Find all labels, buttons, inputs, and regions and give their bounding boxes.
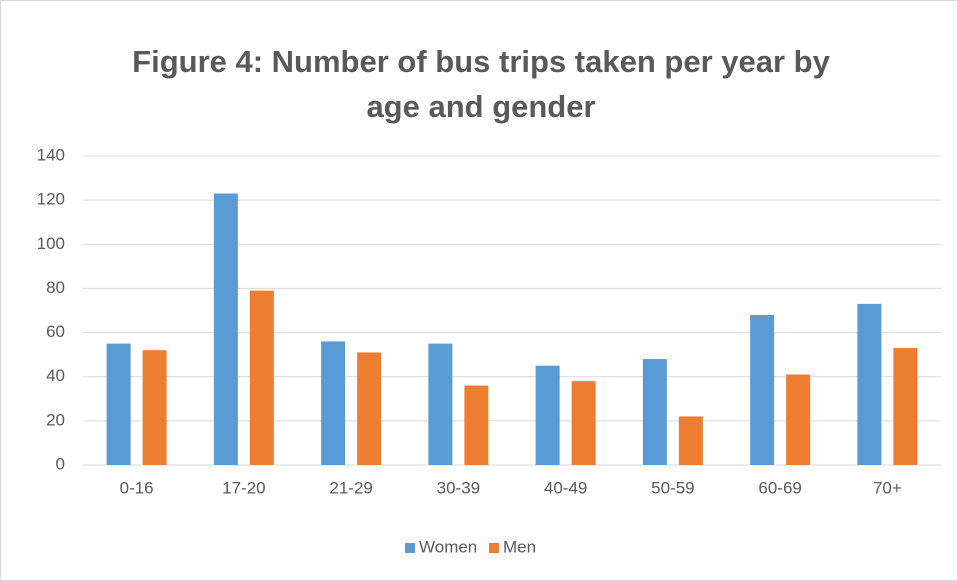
x-tick-label: 40-49 [544, 478, 587, 497]
bar [249, 290, 274, 465]
bar [428, 343, 453, 465]
bar [857, 303, 882, 465]
bar [213, 193, 238, 465]
legend-label: Men [503, 537, 536, 556]
bar [142, 350, 167, 465]
legend-label: Women [419, 537, 477, 556]
x-tick-label: 17-20 [222, 478, 265, 497]
y-tick-label: 20 [46, 410, 65, 429]
bar [642, 359, 667, 465]
chart-title: Figure 4: Number of bus trips taken per … [132, 44, 830, 124]
bar [786, 374, 811, 465]
bar [571, 381, 596, 465]
bar [678, 416, 703, 465]
bar [106, 343, 131, 465]
y-tick-label: 0 [56, 454, 65, 473]
x-tick-label: 30-39 [437, 478, 480, 497]
legend-swatch [489, 543, 499, 553]
x-tick-label: 0-16 [120, 478, 154, 497]
legend-swatch [405, 543, 415, 553]
bar [893, 348, 918, 465]
x-tick-label: 70+ [873, 478, 902, 497]
y-tick-label: 140 [37, 145, 65, 164]
y-tick-label: 120 [37, 190, 65, 209]
y-tick-label: 80 [46, 278, 65, 297]
x-tick-label: 50-59 [651, 478, 694, 497]
x-tick-label: 60-69 [758, 478, 801, 497]
bar [321, 341, 346, 465]
bar [750, 314, 775, 465]
bar [535, 365, 560, 465]
bar [357, 352, 382, 465]
y-tick-label: 100 [37, 234, 65, 253]
bar [464, 385, 489, 465]
x-tick-label: 21-29 [329, 478, 372, 497]
y-tick-label: 60 [46, 322, 65, 341]
y-tick-label: 40 [46, 366, 65, 385]
